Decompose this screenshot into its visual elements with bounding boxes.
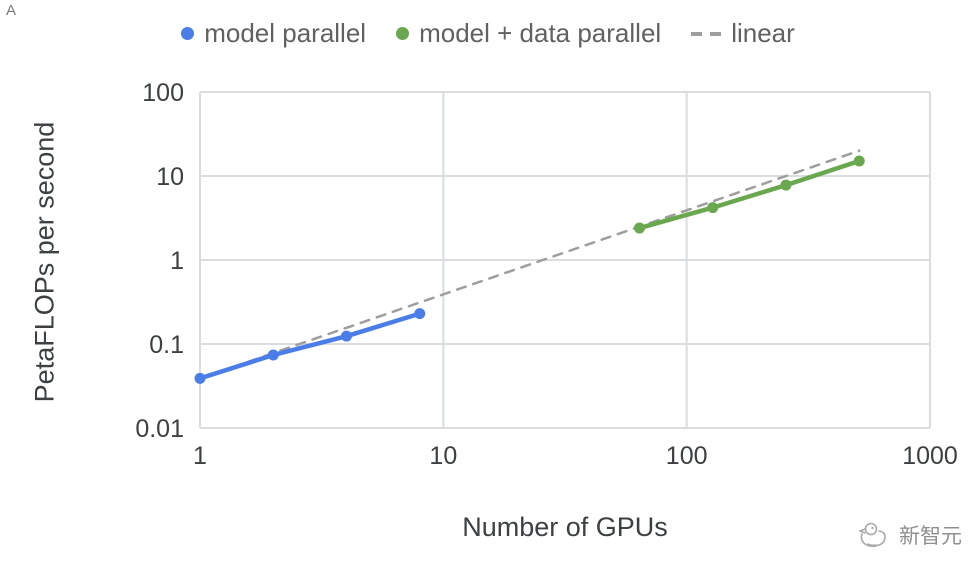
chart-legend: model parallel model + data parallel lin… <box>0 18 976 49</box>
y-tick-label: 0.1 <box>149 331 184 359</box>
legend-item-linear: linear <box>691 18 795 49</box>
data-point <box>780 179 792 191</box>
watermark-text: 新智元 <box>899 525 962 548</box>
data-point <box>707 202 719 214</box>
x-tick-label: 1 <box>193 442 207 470</box>
x-tick-label: 1000 <box>902 442 958 470</box>
y-tick-label: 10 <box>156 163 184 191</box>
series-line-model-data-parallel <box>637 158 862 231</box>
legend-label-linear: linear <box>731 18 795 48</box>
y-tick-label: 1 <box>170 247 184 275</box>
data-point <box>634 222 646 234</box>
x-axis-title: Number of GPUs <box>462 512 668 542</box>
legend-item-model-data-parallel: model + data parallel <box>396 18 661 49</box>
legend-marker-model-data-parallel-icon <box>396 27 410 40</box>
series-line-model-parallel <box>197 311 423 381</box>
data-point <box>267 349 279 361</box>
watermark: 新智元 <box>859 520 962 550</box>
corner-artifact-text: A <box>6 2 17 19</box>
series-line-linear <box>198 149 861 380</box>
data-point <box>853 155 865 167</box>
data-point <box>341 330 353 342</box>
bird-logo-icon <box>859 522 886 548</box>
dashed-line-icon <box>691 31 722 36</box>
x-tick-label: 100 <box>666 442 708 470</box>
legend-label-model-parallel: model parallel <box>204 18 367 48</box>
data-point <box>414 308 426 320</box>
legend-marker-model-parallel-icon <box>181 27 195 40</box>
x-tick-label: 10 <box>429 442 457 470</box>
legend-label-model-data-parallel: model + data parallel <box>419 18 662 48</box>
data-point <box>194 372 206 384</box>
y-tick-label: 0.01 <box>135 415 184 443</box>
y-tick-label: 100 <box>142 79 184 107</box>
legend-item-model-parallel: model parallel <box>181 18 366 49</box>
